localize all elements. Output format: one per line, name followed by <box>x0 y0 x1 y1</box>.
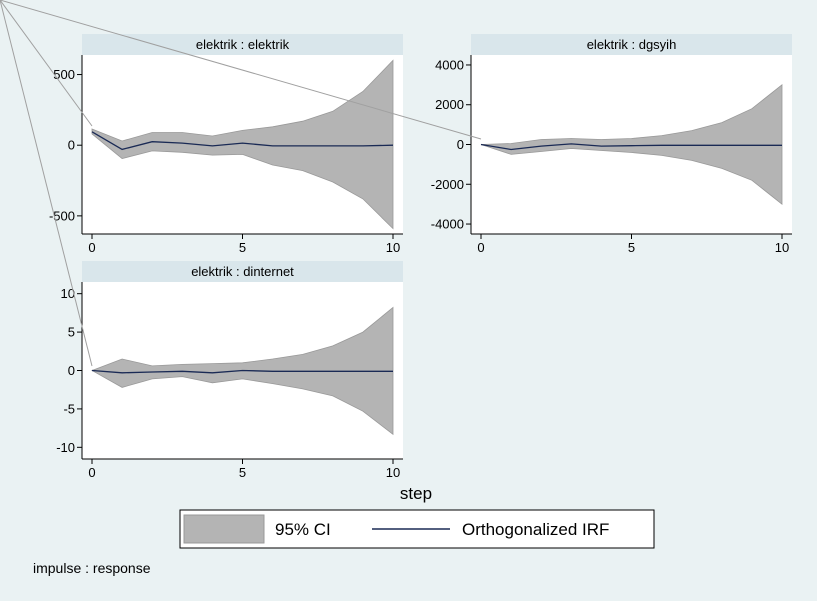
panel-title-strip <box>82 261 403 282</box>
panel-2: elektrik : dgsyih -4000 -2000 0 2000 4000 0 5 10 <box>431 34 792 255</box>
legend-ci-swatch <box>183 514 265 544</box>
panel-title: elektrik : elektrik <box>196 37 290 52</box>
y-tick-label: 10 <box>61 286 75 301</box>
corner-artifact-lines <box>0 0 482 367</box>
y-tick-label: 500 <box>53 67 75 82</box>
x-tick-label: 5 <box>239 465 246 480</box>
irf-line <box>480 143 782 151</box>
y-tick-label: 2000 <box>435 97 464 112</box>
panel-title-strip <box>82 34 403 55</box>
x-tick-label: 10 <box>386 240 400 255</box>
ci-band <box>91 59 394 230</box>
y-tick-label: 0 <box>68 363 75 378</box>
x-tick-label: 0 <box>88 465 95 480</box>
legend-ci-label: 95% CI <box>275 520 331 539</box>
ci-band <box>480 83 783 206</box>
y-tick-label: 5 <box>68 325 75 340</box>
x-tick-label: 0 <box>88 240 95 255</box>
y-tick-label: -10 <box>56 440 75 455</box>
y-tick-label: 4000 <box>435 57 464 72</box>
y-tick-label: -5 <box>63 401 75 416</box>
artifact-ray <box>0 0 93 367</box>
artifact-ray <box>0 0 93 127</box>
x-tick-label: 0 <box>477 240 484 255</box>
x-tick-label: 5 <box>239 240 246 255</box>
panel-title-strip <box>471 34 792 55</box>
x-tick-label: 5 <box>628 240 635 255</box>
y-tick-label: 0 <box>457 137 464 152</box>
panel-3: elektrik : dinternet -10 -5 0 5 10 0 5 10 <box>56 261 403 480</box>
impulse-response-note: impulse : response <box>33 560 151 576</box>
panel-title: elektrik : dinternet <box>191 264 294 279</box>
y-tick-label: -2000 <box>431 177 464 192</box>
artifact-ray <box>0 0 482 140</box>
y-tick-label: -4000 <box>431 217 464 232</box>
x-axis-label: step <box>400 484 432 503</box>
legend: 95% CI Orthogonalized IRF <box>179 509 655 549</box>
irf-line <box>91 131 394 151</box>
panel-title: elektrik : dgsyih <box>587 37 677 52</box>
x-tick-label: 10 <box>386 465 400 480</box>
legend-irf-label: Orthogonalized IRF <box>462 520 609 539</box>
y-tick-label: 0 <box>68 138 75 153</box>
irf-line <box>91 369 393 374</box>
x-tick-label: 10 <box>775 240 789 255</box>
